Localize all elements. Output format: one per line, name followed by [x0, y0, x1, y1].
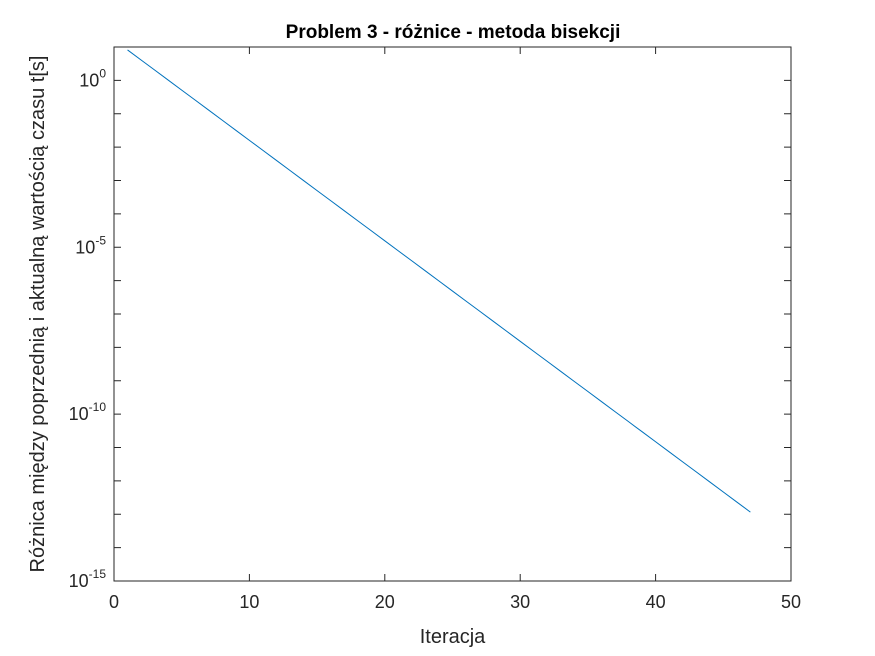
- y-axis-label: Różnica między poprzednią i aktualną war…: [27, 56, 49, 573]
- series-line: [127, 49, 751, 513]
- x-tick-label: 10: [239, 592, 259, 612]
- y-tick-label: 10-10: [69, 400, 107, 424]
- x-tick-label: 50: [781, 592, 801, 612]
- chart-title: Problem 3 - różnice - metoda bisekcji: [286, 22, 621, 43]
- axes-box: [113, 46, 792, 582]
- plot-area: [114, 47, 791, 581]
- y-tick-label: 100: [79, 66, 106, 90]
- series-layer: [127, 49, 751, 513]
- x-axis-label: Iteracja: [420, 626, 486, 648]
- y-tick-label: 10-5: [75, 233, 106, 257]
- x-tick-label: 40: [646, 592, 666, 612]
- x-tick-label: 20: [375, 592, 395, 612]
- x-tick-label: 30: [510, 592, 530, 612]
- x-tick-label: 0: [109, 592, 119, 612]
- y-tick-label: 10-15: [69, 567, 107, 591]
- tick-labels-group: 0 10 20 30 40 50 10-15 10-10 10-5 100: [69, 66, 801, 612]
